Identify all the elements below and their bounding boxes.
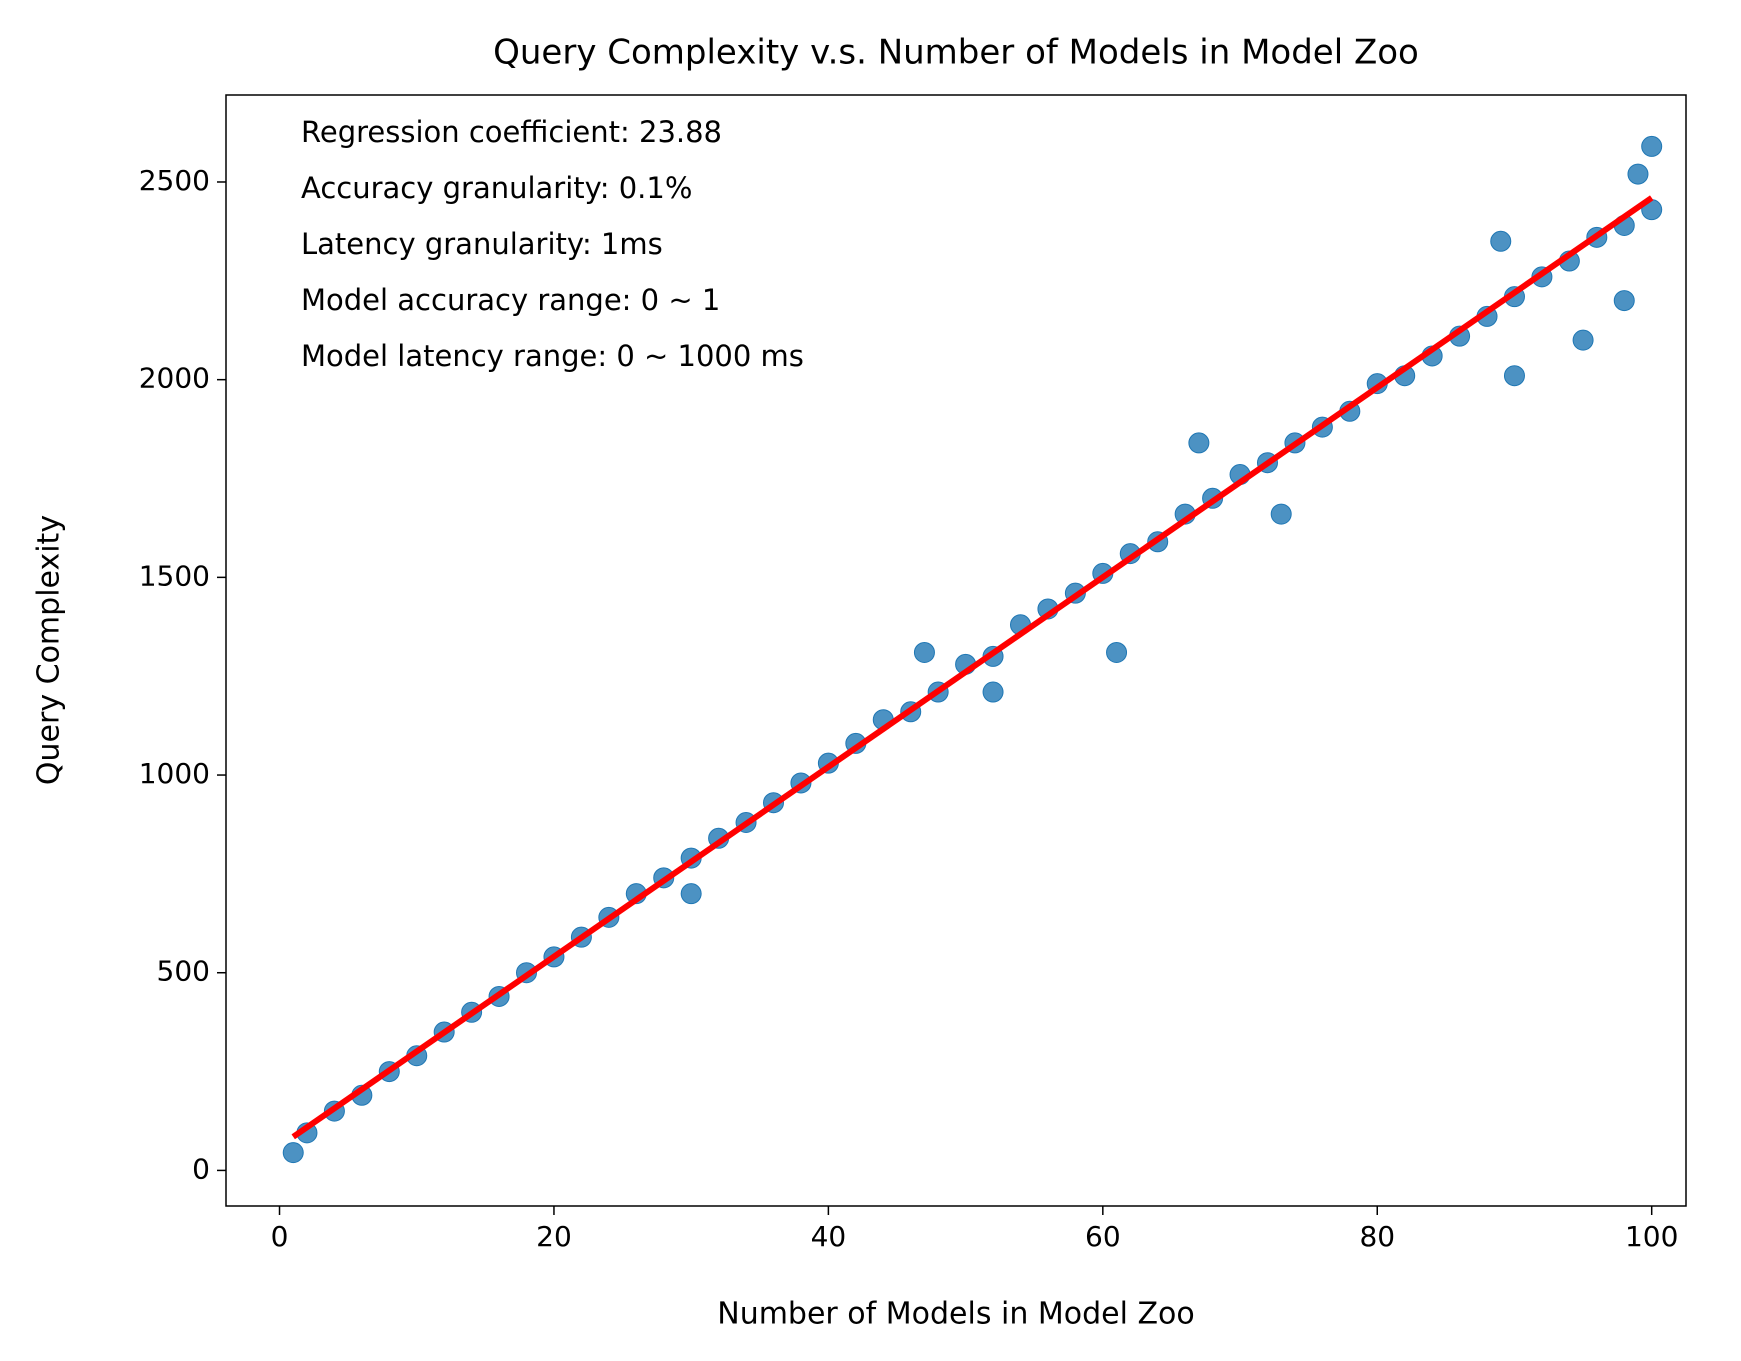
annotation: Model latency range: 0 ~ 1000 ms bbox=[301, 339, 804, 373]
y-tick-label: 500 bbox=[157, 955, 210, 988]
point bbox=[1188, 432, 1210, 454]
annotation: Latency granularity: 1ms bbox=[301, 227, 663, 261]
point bbox=[1641, 135, 1663, 157]
point bbox=[982, 681, 1004, 703]
annotation: Accuracy granularity: 0.1% bbox=[301, 171, 692, 205]
annotation: Model accuracy range: 0 ~ 1 bbox=[301, 283, 720, 317]
point bbox=[1627, 163, 1649, 185]
point bbox=[282, 1142, 304, 1164]
x-tick-label: 0 bbox=[271, 1220, 289, 1253]
x-tick-label: 80 bbox=[1359, 1220, 1395, 1253]
regression-line bbox=[291, 195, 1654, 1140]
x-tick-label: 100 bbox=[1625, 1220, 1678, 1253]
point bbox=[1613, 290, 1635, 312]
point bbox=[913, 641, 935, 663]
y-tick-label: 2500 bbox=[139, 164, 210, 197]
y-tick-label: 0 bbox=[192, 1152, 210, 1185]
y-tick-label: 2000 bbox=[139, 362, 210, 395]
point bbox=[1572, 329, 1594, 351]
annotation: Regression coefficient: 23.88 bbox=[301, 115, 722, 149]
chart-title: Query Complexity v.s. Number of Models i… bbox=[493, 33, 1419, 73]
x-axis-label: Number of Models in Model Zoo bbox=[717, 1297, 1195, 1332]
point bbox=[1503, 365, 1525, 387]
x-tick-label: 20 bbox=[536, 1220, 572, 1253]
point bbox=[1270, 503, 1292, 525]
x-tick-label: 40 bbox=[811, 1220, 847, 1253]
x-tick-label: 60 bbox=[1085, 1220, 1121, 1253]
point bbox=[680, 883, 702, 905]
y-axis-label: Query Complexity bbox=[32, 515, 67, 785]
point bbox=[1106, 641, 1128, 663]
y-tick-label: 1500 bbox=[139, 559, 210, 592]
plot-frame bbox=[225, 94, 1687, 1207]
point bbox=[1490, 230, 1512, 252]
y-tick-label: 1000 bbox=[139, 757, 210, 790]
